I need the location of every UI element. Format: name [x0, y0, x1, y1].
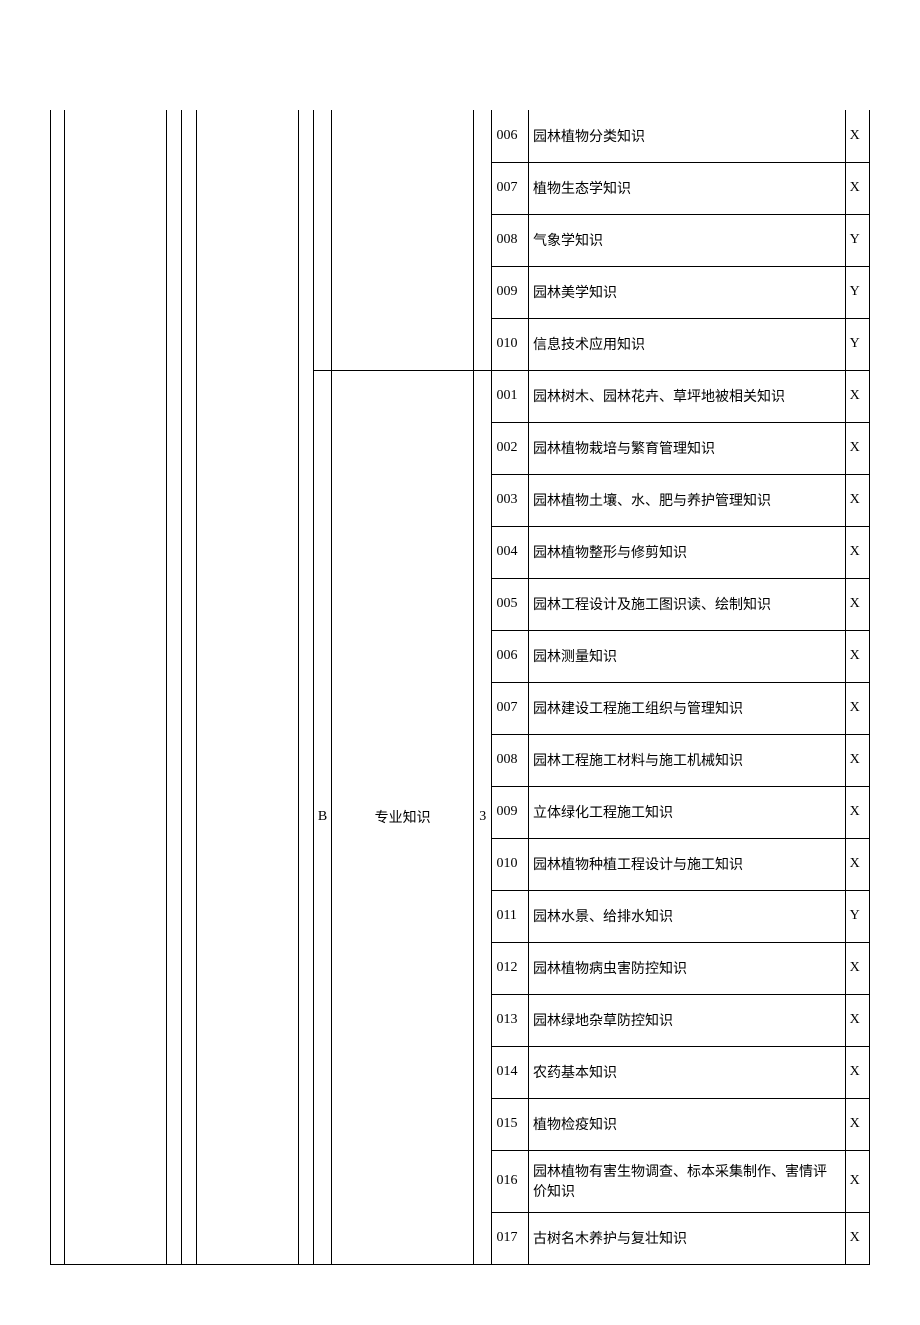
row-desc: 园林树木、园林花卉、草坪地被相关知识 [528, 370, 845, 422]
data-table: 006 园林植物分类知识 X 007 植物生态学知识 X 008 气象学知识 Y… [50, 110, 870, 1265]
row-mark: Y [845, 890, 869, 942]
section-a-name [332, 110, 474, 370]
row-desc: 园林植物有害生物调查、标本采集制作、害情评价知识 [528, 1150, 845, 1212]
row-num: 014 [492, 1046, 529, 1098]
row-num: 001 [492, 370, 529, 422]
row-mark: Y [845, 214, 869, 266]
row-desc: 园林植物栽培与繁育管理知识 [528, 422, 845, 474]
lead-col-5 [197, 110, 298, 1264]
row-num: 009 [492, 786, 529, 838]
lead-col-3 [166, 110, 181, 1264]
row-desc: 园林植物整形与修剪知识 [528, 526, 845, 578]
row-num: 009 [492, 266, 529, 318]
row-mark: X [845, 838, 869, 890]
row-desc: 园林植物种植工程设计与施工知识 [528, 838, 845, 890]
row-mark: Y [845, 266, 869, 318]
row-num: 007 [492, 682, 529, 734]
row-num: 006 [492, 110, 529, 162]
row-num: 013 [492, 994, 529, 1046]
row-mark: X [845, 942, 869, 994]
row-desc: 园林建设工程施工组织与管理知识 [528, 682, 845, 734]
row-num: 016 [492, 1150, 529, 1212]
row-desc: 园林美学知识 [528, 266, 845, 318]
row-desc: 园林水景、给排水知识 [528, 890, 845, 942]
row-desc: 植物生态学知识 [528, 162, 845, 214]
row-mark: X [845, 110, 869, 162]
row-num: 011 [492, 890, 529, 942]
row-mark: X [845, 578, 869, 630]
section-b-count: 3 [474, 370, 492, 1264]
row-num: 010 [492, 838, 529, 890]
row-num: 008 [492, 734, 529, 786]
row-num: 008 [492, 214, 529, 266]
row-desc: 立体绿化工程施工知识 [528, 786, 845, 838]
row-mark: X [845, 630, 869, 682]
section-a-letter [313, 110, 331, 370]
row-desc: 气象学知识 [528, 214, 845, 266]
document-page: 006 园林植物分类知识 X 007 植物生态学知识 X 008 气象学知识 Y… [0, 0, 920, 1325]
row-mark: X [845, 474, 869, 526]
row-desc: 古树名木养护与复壮知识 [528, 1212, 845, 1264]
row-desc: 植物检疫知识 [528, 1098, 845, 1150]
row-num: 003 [492, 474, 529, 526]
row-num: 010 [492, 318, 529, 370]
row-mark: X [845, 526, 869, 578]
row-desc: 园林植物病虫害防控知识 [528, 942, 845, 994]
row-mark: X [845, 682, 869, 734]
lead-col-6 [298, 110, 313, 1264]
row-mark: X [845, 786, 869, 838]
row-mark: X [845, 1098, 869, 1150]
row-num: 007 [492, 162, 529, 214]
row-desc: 园林植物分类知识 [528, 110, 845, 162]
section-a-count [474, 110, 492, 370]
row-num: 004 [492, 526, 529, 578]
row-num: 002 [492, 422, 529, 474]
row-mark: Y [845, 318, 869, 370]
row-desc: 园林绿地杂草防控知识 [528, 994, 845, 1046]
row-mark: X [845, 1046, 869, 1098]
lead-col-4 [181, 110, 196, 1264]
row-num: 015 [492, 1098, 529, 1150]
row-desc: 园林工程设计及施工图识读、绘制知识 [528, 578, 845, 630]
row-num: 006 [492, 630, 529, 682]
row-desc: 园林植物土壤、水、肥与养护管理知识 [528, 474, 845, 526]
row-num: 017 [492, 1212, 529, 1264]
section-b-letter: B [313, 370, 331, 1264]
row-desc: 信息技术应用知识 [528, 318, 845, 370]
table-row: 006 园林植物分类知识 X [51, 110, 870, 162]
row-desc: 园林测量知识 [528, 630, 845, 682]
section-b-name: 专业知识 [332, 370, 474, 1264]
lead-col-2 [65, 110, 166, 1264]
row-mark: X [845, 1212, 869, 1264]
row-desc: 农药基本知识 [528, 1046, 845, 1098]
row-mark: X [845, 1150, 869, 1212]
row-num: 012 [492, 942, 529, 994]
table-body: 006 园林植物分类知识 X 007 植物生态学知识 X 008 气象学知识 Y… [51, 110, 870, 1264]
row-desc: 园林工程施工材料与施工机械知识 [528, 734, 845, 786]
lead-col-1 [51, 110, 65, 1264]
row-mark: X [845, 162, 869, 214]
row-mark: X [845, 370, 869, 422]
row-mark: X [845, 734, 869, 786]
row-mark: X [845, 422, 869, 474]
row-mark: X [845, 994, 869, 1046]
row-num: 005 [492, 578, 529, 630]
